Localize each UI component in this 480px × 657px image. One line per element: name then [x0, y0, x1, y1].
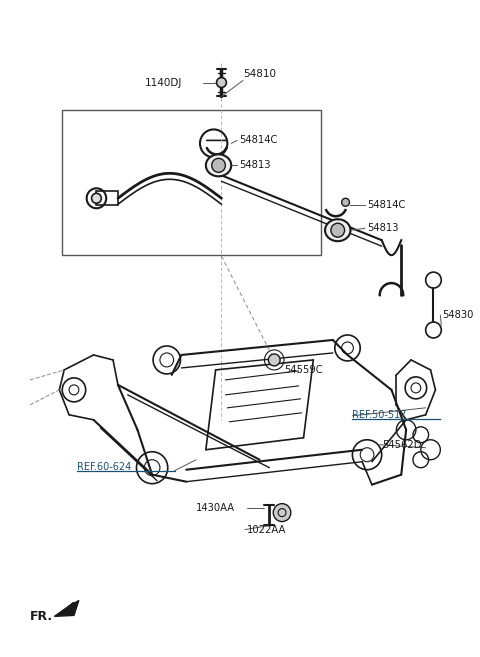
Ellipse shape [206, 154, 231, 176]
Text: 54810: 54810 [243, 68, 276, 79]
Text: 1430AA: 1430AA [196, 503, 235, 512]
Text: 54814C: 54814C [239, 135, 277, 145]
Text: 1140DJ: 1140DJ [145, 78, 183, 87]
Circle shape [331, 223, 345, 237]
Circle shape [212, 158, 226, 172]
Text: 54813: 54813 [239, 160, 271, 170]
Bar [62, 110, 321, 255]
Text: REF.60-624: REF.60-624 [77, 462, 131, 472]
Bar [96, 191, 118, 205]
Text: 54830: 54830 [442, 310, 474, 320]
Polygon shape [54, 600, 79, 616]
Text: REF.50-517: REF.50-517 [352, 410, 407, 420]
Text: 1022AA: 1022AA [247, 524, 286, 535]
Circle shape [92, 193, 101, 203]
Text: 54562D: 54562D [382, 440, 421, 450]
Text: 54559C: 54559C [284, 365, 323, 375]
Circle shape [273, 504, 291, 522]
Circle shape [342, 198, 349, 206]
Ellipse shape [325, 219, 350, 241]
Circle shape [268, 354, 280, 366]
Text: 54814C: 54814C [367, 200, 406, 210]
Text: 54813: 54813 [367, 223, 398, 233]
Text: FR.: FR. [30, 610, 53, 623]
Circle shape [216, 78, 227, 87]
